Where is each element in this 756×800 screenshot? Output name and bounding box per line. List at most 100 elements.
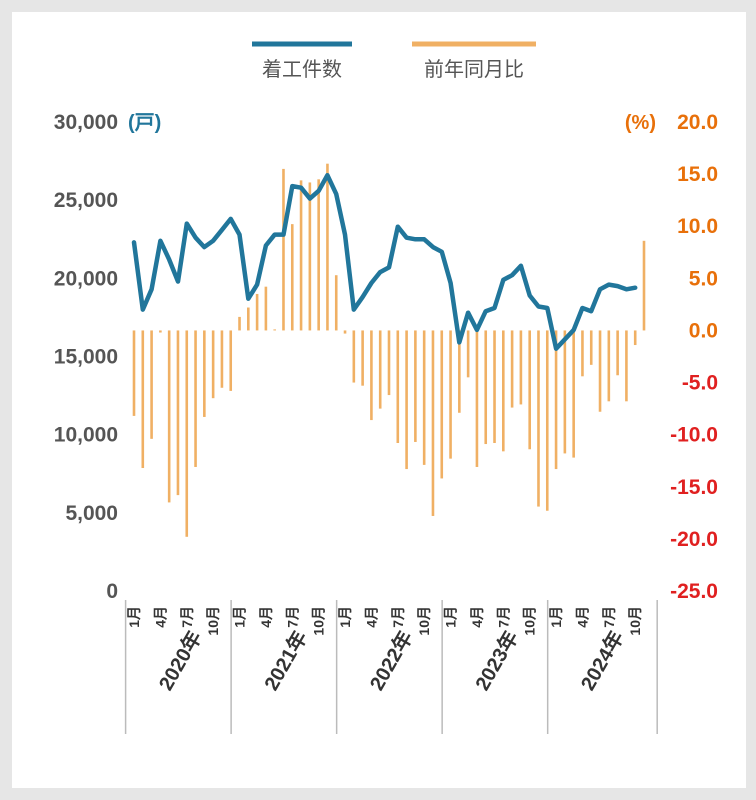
count-line-layer xyxy=(131,172,638,351)
month-tick-label: 4月 xyxy=(258,606,274,628)
yoy-bar xyxy=(405,330,408,470)
yoy-bar xyxy=(299,180,303,331)
left-tick-label: 5,000 xyxy=(65,502,118,525)
right-tick-label: -15.0 xyxy=(670,476,718,499)
left-tick-label: 0 xyxy=(106,580,118,603)
month-tick-label: 1月 xyxy=(548,606,564,628)
yoy-bar xyxy=(458,330,461,413)
yoy-bar xyxy=(282,168,285,331)
month-tick-label: 7月 xyxy=(284,606,300,628)
right-axis: 20.0 15.0 10.0 5.0 0.0 -5.0 -10.0 -15.0 -20.0 -25… xyxy=(670,111,718,603)
yoy-bar xyxy=(607,330,611,402)
month-tick-label: 1月 xyxy=(443,606,459,628)
month-tick-label: 10月 xyxy=(627,606,643,636)
month-tick-label: 4月 xyxy=(152,606,168,628)
yoy-bar xyxy=(370,330,373,421)
month-tick-label: 10月 xyxy=(522,606,538,636)
year-label: 2022年 xyxy=(364,627,417,695)
yoy-bar xyxy=(211,330,215,399)
yoy-bar xyxy=(431,330,435,516)
right-tick-label: -10.0 xyxy=(670,424,718,447)
yoy-bar xyxy=(229,330,233,391)
legend: 着工件数 前年同月比 xyxy=(252,41,536,81)
yoy-bar xyxy=(414,330,417,442)
month-tick-label: 7月 xyxy=(390,606,406,628)
yoy-bars xyxy=(132,163,646,537)
yoy-bar xyxy=(581,330,584,377)
right-tick-label: -25.0 xyxy=(670,580,718,603)
yoy-bar xyxy=(563,330,567,454)
yoy-bar xyxy=(387,330,391,396)
month-tick-label: 10月 xyxy=(205,606,221,636)
yoy-bar xyxy=(422,330,426,465)
yoy-bar xyxy=(528,330,531,450)
yoy-bar xyxy=(255,293,259,331)
legend-label-count: 着工件数 xyxy=(262,58,342,81)
yoy-bar xyxy=(449,330,452,459)
right-tick-label: 15.0 xyxy=(677,163,718,186)
month-tick-label: 1月 xyxy=(232,606,248,628)
right-tick-label: 0.0 xyxy=(689,319,718,342)
year-label: 2020年 xyxy=(153,627,206,695)
month-tick-label: 7月 xyxy=(179,606,195,628)
year-label: 2024年 xyxy=(575,627,628,695)
yoy-bar xyxy=(484,330,488,445)
month-tick-label: 4月 xyxy=(574,606,590,628)
yoy-bar xyxy=(352,330,356,383)
right-tick-label: -5.0 xyxy=(682,372,718,395)
yoy-bar xyxy=(220,330,224,388)
yoy-bar xyxy=(167,330,171,503)
legend-label-yoy: 前年同月比 xyxy=(424,58,524,81)
month-tick-label: 10月 xyxy=(416,606,432,636)
yoy-bar xyxy=(132,330,136,416)
yoy-bar xyxy=(572,330,575,458)
yoy-bar xyxy=(502,330,505,452)
yoy-bar xyxy=(264,286,268,331)
yoy-bar xyxy=(598,330,602,412)
yoy-bar xyxy=(238,316,241,331)
yoy-bar xyxy=(308,182,312,331)
yoy-bar xyxy=(466,330,470,378)
yoy-bar xyxy=(519,330,523,405)
yoy-bar xyxy=(378,330,382,409)
month-tick-label: 1月 xyxy=(126,606,142,628)
yoy-bar xyxy=(625,330,628,402)
count-line xyxy=(131,172,638,351)
yoy-bar xyxy=(343,330,347,334)
yoy-bar xyxy=(203,330,206,417)
right-tick-label: -20.0 xyxy=(670,528,718,551)
left-tick-label: 25,000 xyxy=(54,189,118,212)
yoy-bar xyxy=(326,163,329,331)
year-label: 2021年 xyxy=(259,627,312,695)
left-axis: 0 5,000 10,000 15,000 20,000 25,000 30,000 xyxy=(54,111,118,603)
left-tick-label: 30,000 xyxy=(54,111,118,134)
yoy-bar xyxy=(545,330,549,511)
combo-chart: 着工件数 前年同月比 (戸) (%) 0 5,000 10,000 15,000 20,… xyxy=(54,41,718,734)
month-tick-label: 4月 xyxy=(363,606,379,628)
yoy-bar xyxy=(440,330,444,479)
yoy-bar xyxy=(185,330,189,537)
yoy-bar xyxy=(510,330,514,408)
left-axis-unit: (戸) xyxy=(128,112,161,134)
month-tick-label: 1月 xyxy=(337,606,353,628)
yoy-bar xyxy=(633,330,637,346)
yoy-bar xyxy=(317,179,320,331)
yoy-bar xyxy=(616,330,619,376)
yoy-bar xyxy=(150,330,153,439)
yoy-bar xyxy=(247,307,250,331)
year-label: 2023年 xyxy=(470,627,523,695)
yoy-bar xyxy=(290,224,294,331)
chart-frame: 着工件数 前年同月比 (戸) (%) 0 5,000 10,000 15,000 20,… xyxy=(12,12,746,788)
yoy-bar xyxy=(141,330,145,469)
right-tick-label: 10.0 xyxy=(677,215,718,238)
yoy-bar xyxy=(642,240,646,331)
right-tick-label: 5.0 xyxy=(689,267,718,290)
yoy-bar xyxy=(334,275,338,331)
left-tick-label: 10,000 xyxy=(54,424,118,447)
left-tick-label: 20,000 xyxy=(54,267,118,290)
yoy-bar xyxy=(475,330,479,467)
yoy-bar xyxy=(493,330,496,444)
left-tick-label: 15,000 xyxy=(54,346,118,369)
yoy-bar xyxy=(396,330,400,444)
